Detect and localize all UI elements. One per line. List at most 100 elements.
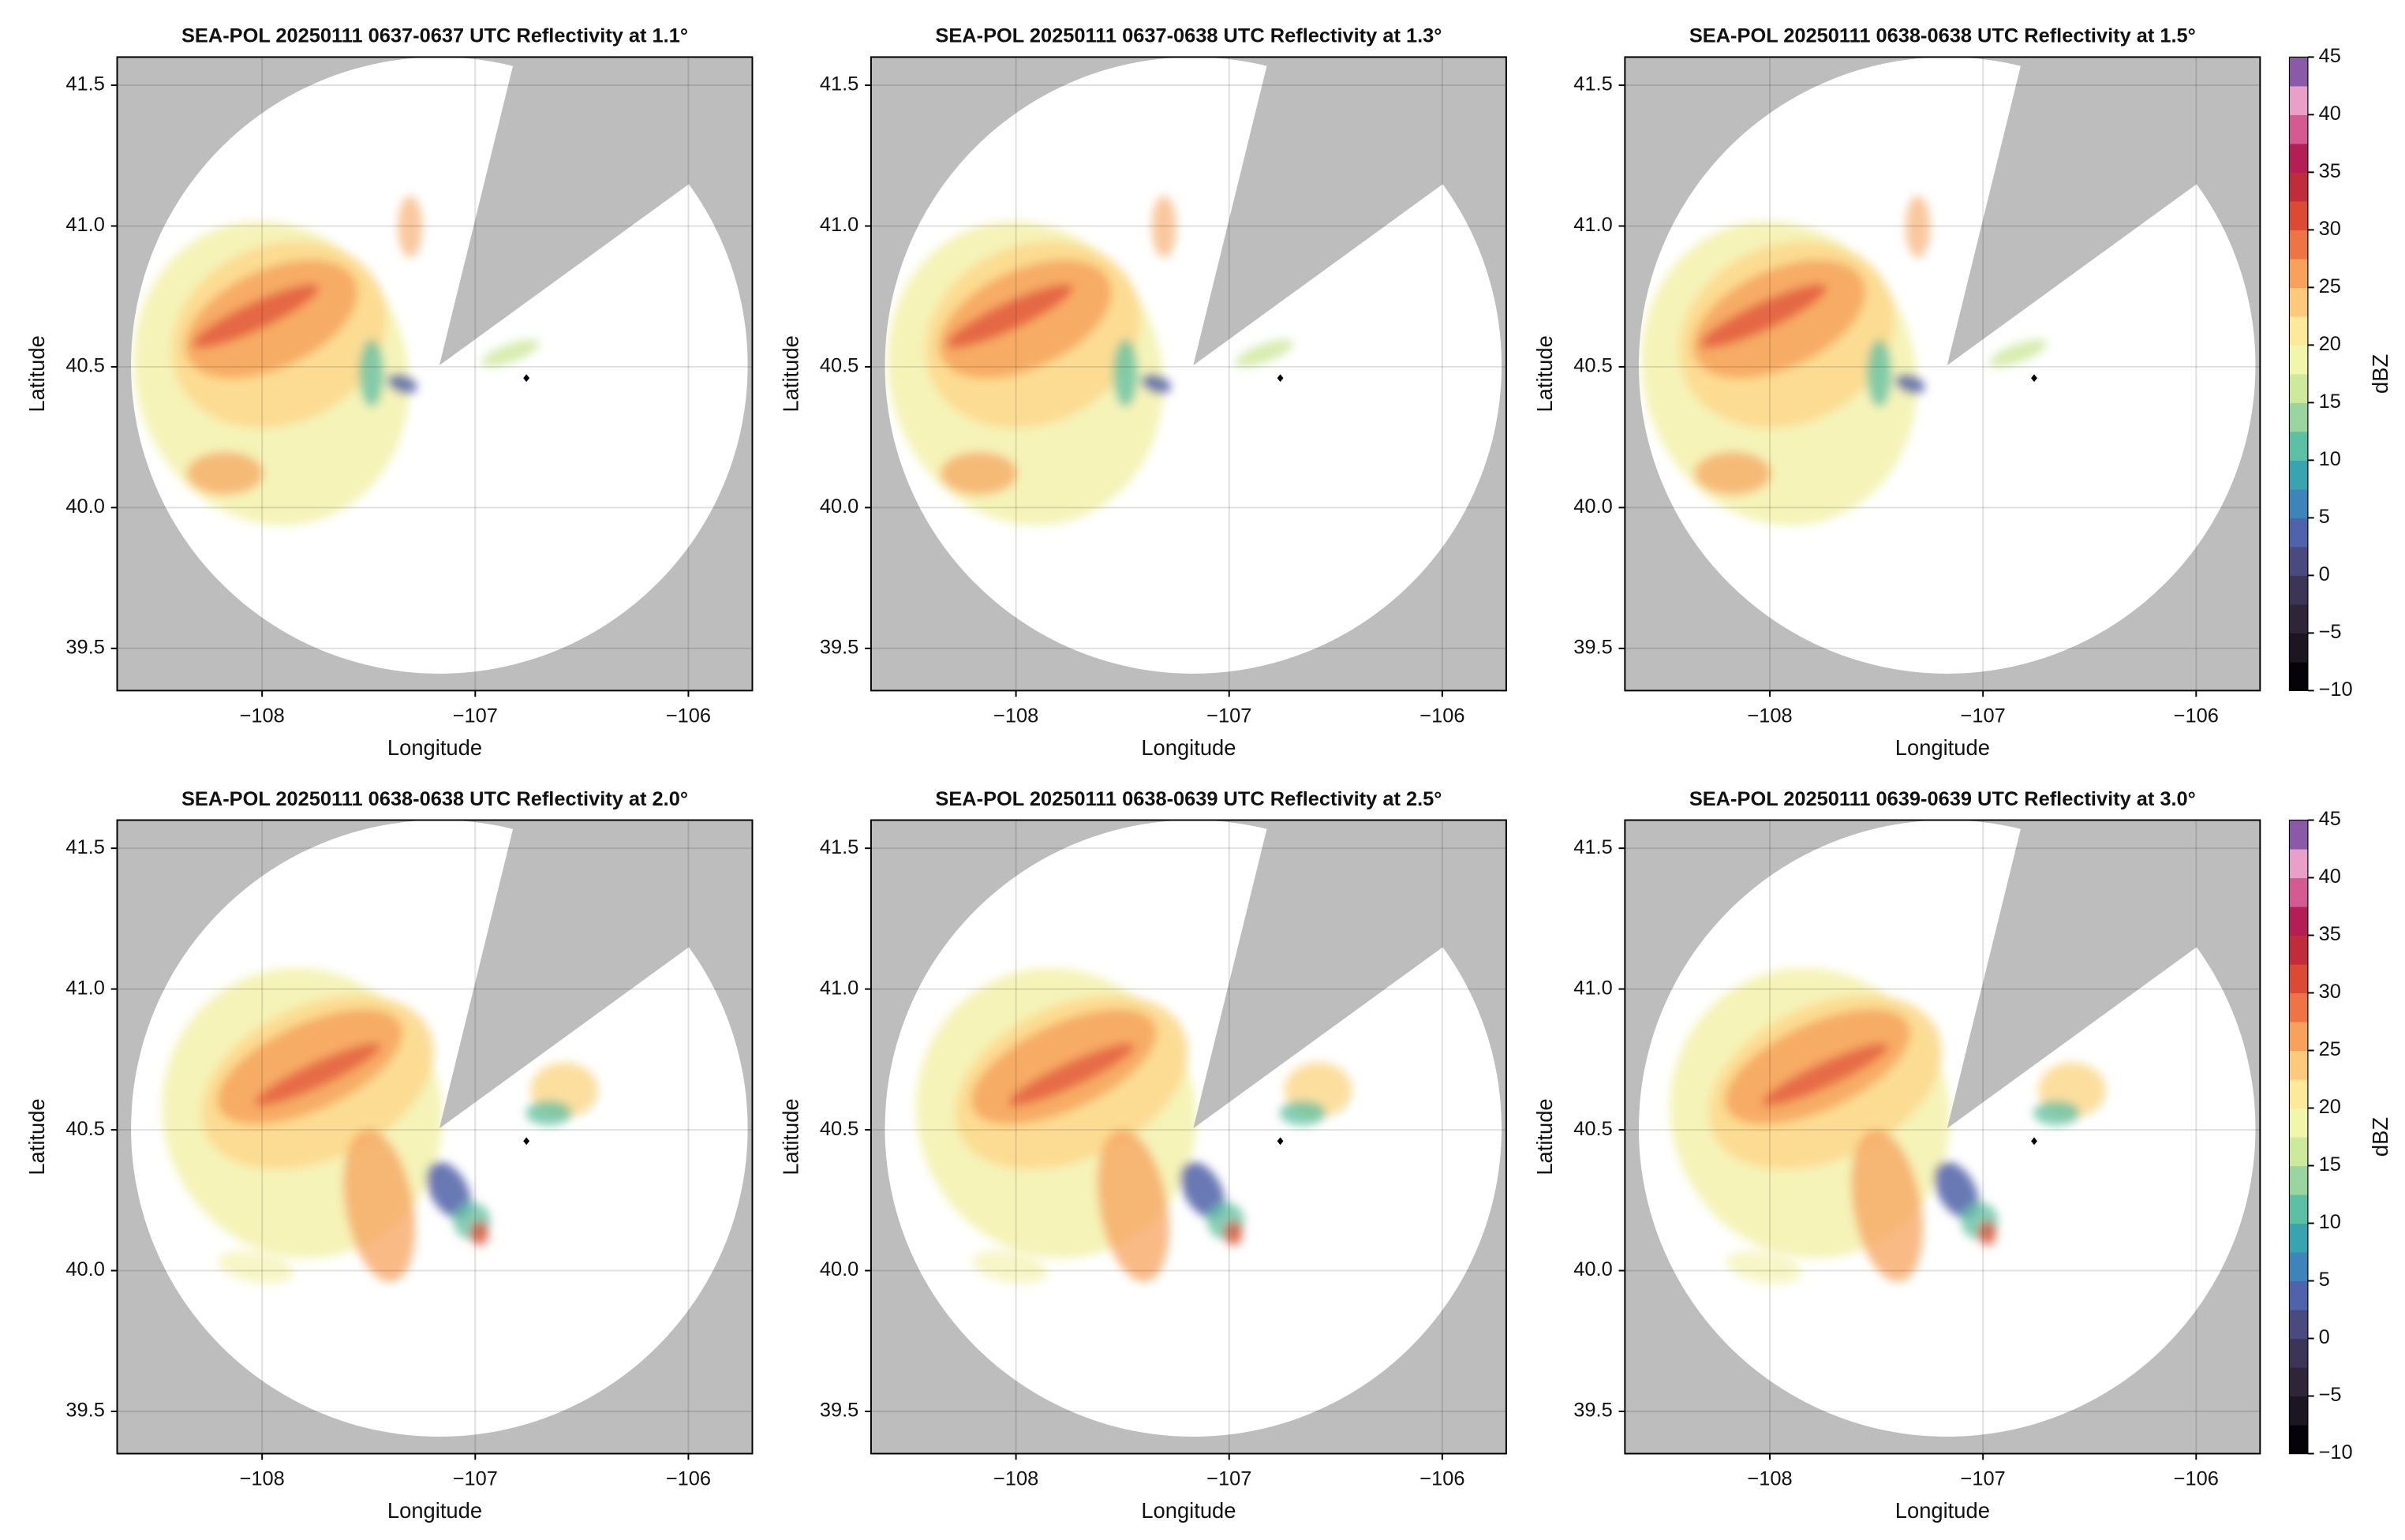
y-tick-label: 41.0 (1573, 977, 1612, 999)
colorbar-tick-label: 5 (2319, 1269, 2330, 1291)
echo (359, 338, 384, 407)
y-axis-label: Latitude (1532, 1098, 1557, 1175)
colorbar-band (2289, 661, 2308, 691)
y-tick-label: 41.5 (1573, 73, 1612, 95)
colorbar-tick-label: −10 (2319, 678, 2353, 701)
echo (1279, 1101, 1326, 1126)
echoes (887, 196, 1294, 525)
echo (946, 284, 1073, 349)
colorbar-band (2289, 575, 2308, 605)
colorbar-band (2289, 1252, 2308, 1282)
colorbar-band (2289, 546, 2308, 576)
colorbar-tick-label: 40 (2319, 103, 2341, 125)
y-tick-label: 41.0 (1573, 214, 1612, 236)
echo (218, 1250, 294, 1284)
colorbar-band (2289, 85, 2308, 115)
y-tick-label: 41.5 (820, 836, 858, 858)
y-tick-label: 40.0 (65, 495, 104, 518)
y-tick-label: 39.5 (820, 1400, 858, 1422)
x-axis-label: Longitude (1895, 1498, 1990, 1523)
x-tick-label: −108 (240, 1467, 285, 1490)
y-tick-label: 39.5 (1573, 637, 1612, 659)
x-tick-label: −106 (2174, 705, 2219, 727)
y-tick-label: 40.0 (820, 495, 858, 518)
y-axis-label: Latitude (24, 1098, 49, 1175)
y-axis-label: Latitude (24, 335, 49, 412)
echo (1905, 196, 1931, 258)
colorbar-band (2289, 1022, 2308, 1052)
axes-frame (1624, 819, 2261, 1455)
axes-frame (116, 56, 754, 692)
colorbar-band (2289, 316, 2308, 346)
colorbar-frame (2288, 56, 2309, 691)
chart-title: SEA-POL 20250111 0639-0639 UTC Reflectiv… (1689, 788, 2196, 810)
echo (940, 451, 1018, 495)
echo (387, 373, 417, 394)
echo (186, 451, 264, 495)
colorbar-band (2289, 820, 2308, 850)
x-axis-label: Longitude (1141, 1498, 1236, 1523)
chart-title: SEA-POL 20250111 0637-0637 UTC Reflectiv… (181, 25, 688, 47)
echo (1895, 373, 1925, 394)
colorbar-frame (2288, 819, 2309, 1455)
echoes (133, 196, 540, 525)
colorbar-tick-label: 5 (2319, 506, 2330, 528)
x-tick-label: −108 (1747, 1467, 1792, 1490)
colorbar-band (2289, 1280, 2308, 1310)
chart-title: SEA-POL 20250111 0637-0638 UTC Reflectiv… (935, 25, 1442, 47)
colorbar-band (2289, 935, 2308, 965)
y-tick-label: 40.5 (820, 1118, 858, 1140)
colorbar-tick-label: 40 (2319, 865, 2341, 888)
colorbar-band (2289, 1050, 2308, 1080)
echoes (915, 967, 1352, 1284)
panel: −108 −107 −106 39.5 40.0 40.5 41.0 41.5 SEA-POL … (778, 25, 1507, 760)
y-tick-label: 40.0 (1573, 1258, 1612, 1280)
plot-area (1625, 820, 2261, 1454)
panel: −108 −107 −106 39.5 40.0 40.5 41.0 41.5 SEA-POL … (1532, 788, 2392, 1523)
chart-title: SEA-POL 20250111 0638-0638 UTC Reflectiv… (181, 788, 688, 810)
colorbar-band (2289, 1223, 2308, 1253)
echo (1762, 1043, 1889, 1106)
colorbar-band (2289, 1310, 2308, 1340)
colorbar-band (2289, 200, 2308, 230)
x-tick-label: −106 (1419, 1467, 1464, 1490)
x-axis-label: Longitude (387, 1498, 482, 1523)
echo (398, 196, 423, 258)
colorbar-band (2289, 964, 2308, 994)
y-tick-label: 41.5 (1573, 836, 1612, 858)
axes-frame (870, 819, 1507, 1455)
blocked-sector (1193, 820, 1506, 1129)
echo (1097, 1129, 1169, 1282)
echo (1235, 339, 1294, 367)
echo (1725, 1250, 1802, 1284)
colorbar-tick-label: 25 (2319, 275, 2341, 297)
panel: −108 −107 −106 39.5 40.0 40.5 41.0 41.5 SEA-POL … (778, 788, 1507, 1523)
x-axis-label: Longitude (1141, 735, 1236, 760)
colorbar-tick-label: 0 (2319, 1326, 2330, 1348)
echo (343, 1129, 416, 1282)
echo (1867, 338, 1892, 407)
blocked-sector (1947, 820, 2261, 1129)
colorbar-band (2289, 1396, 2308, 1426)
x-axis-label: Longitude (387, 735, 482, 760)
y-tick-label: 40.5 (820, 355, 858, 377)
colorbar-tick-label: 15 (2319, 1153, 2341, 1176)
colorbar-band (2289, 1079, 2308, 1109)
colorbar-tick-label: 45 (2319, 808, 2341, 830)
colorbar-tick-label: 10 (2319, 448, 2341, 470)
echo (469, 1220, 489, 1246)
blocked-sector (1193, 57, 1506, 366)
colorbar-tick-label: 15 (2319, 391, 2341, 413)
echo (426, 1161, 471, 1219)
blocked-sector (439, 820, 753, 1129)
colorbar-tick-label: 30 (2319, 218, 2341, 240)
y-axis-label: Latitude (1532, 335, 1557, 412)
colorbar-tick-label: −5 (2319, 621, 2342, 643)
axes-frame (1624, 56, 2261, 692)
echoes (162, 967, 599, 1284)
site-marker (523, 374, 530, 383)
echo (526, 1101, 572, 1126)
panel: −108 −107 −106 39.5 40.0 40.5 41.0 41.5 SEA-POL … (24, 25, 754, 760)
x-tick-label: −106 (666, 705, 711, 727)
